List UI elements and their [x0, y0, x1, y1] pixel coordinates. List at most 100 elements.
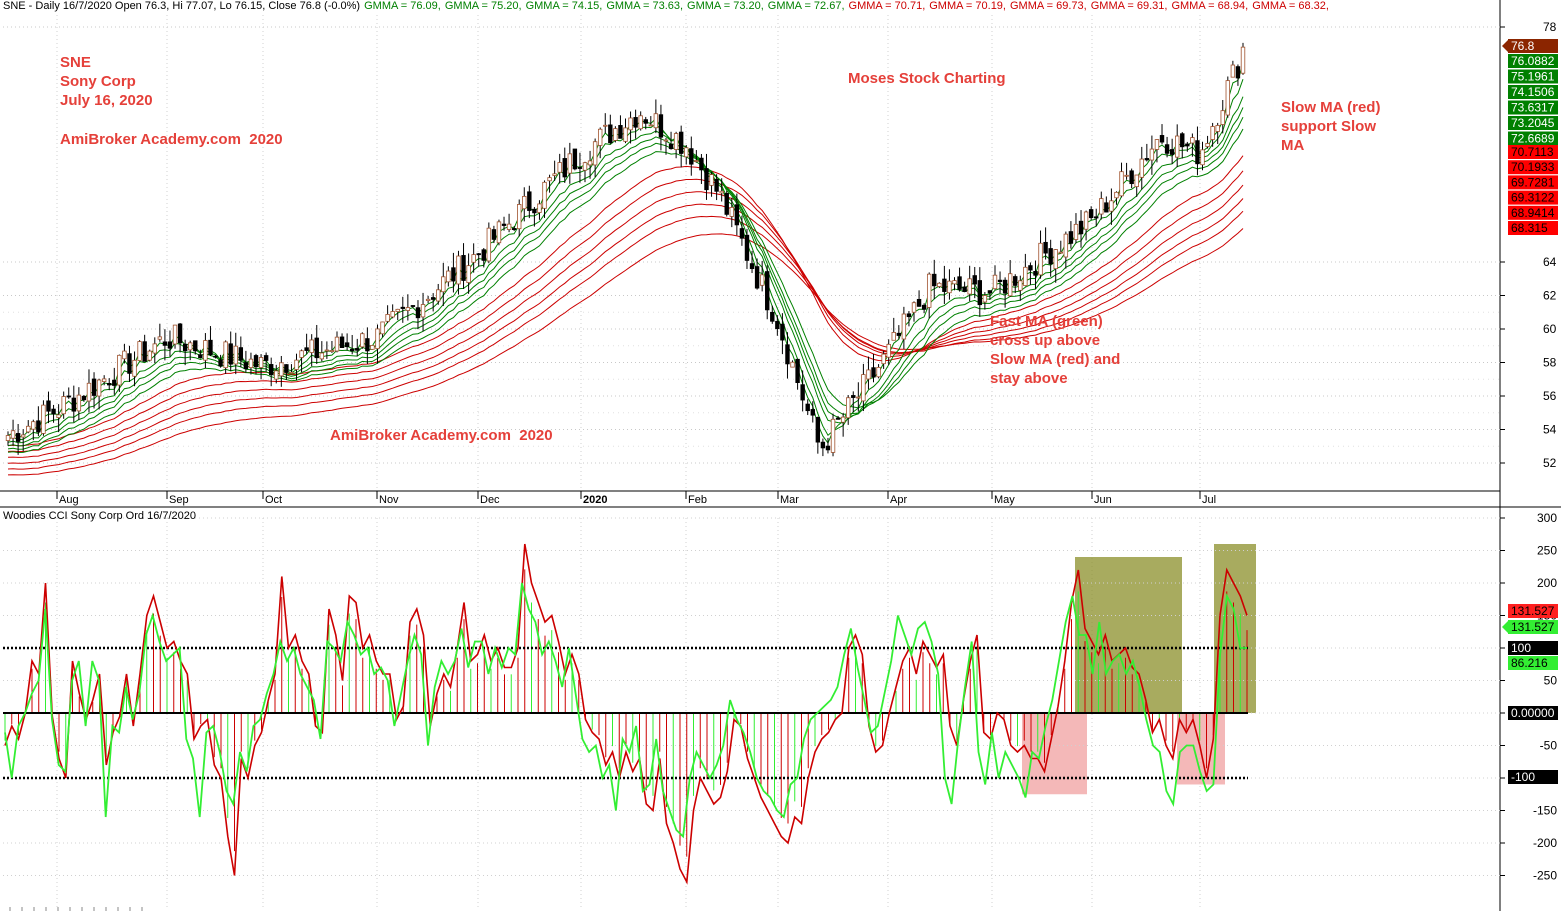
candle-body: [274, 370, 279, 380]
candle-body: [360, 333, 365, 348]
candle-body: [952, 280, 957, 285]
candle-body: [132, 359, 137, 377]
candle-body: [390, 311, 395, 318]
gmma-label-11: GMMA = 68.32,: [1252, 0, 1329, 12]
candle-body: [152, 343, 157, 354]
candle-body: [744, 234, 750, 261]
candle-body: [167, 341, 173, 349]
candle-body: [942, 278, 947, 292]
academy-mid: AmiBroker Academy.com 2020: [330, 427, 553, 444]
candle-body: [638, 115, 643, 130]
candle-body: [1048, 248, 1053, 265]
candle-body: [658, 114, 664, 138]
candle-body: [866, 369, 871, 380]
candle-body: [1063, 233, 1069, 258]
candle-body: [962, 286, 967, 293]
month-tick-label: Sep: [169, 494, 189, 506]
cci-green2-value: 86.216: [1511, 656, 1548, 670]
candle-body: [410, 305, 416, 307]
slow-ma-label-bg: [1508, 175, 1558, 190]
candle-body: [1190, 137, 1195, 144]
candle-body: [1094, 216, 1099, 219]
fast-ma-label: 73.6317: [1511, 101, 1555, 115]
candle-body: [71, 397, 76, 412]
candle-body: [10, 430, 16, 439]
candle-body: [972, 275, 977, 285]
candle-body: [597, 128, 603, 146]
candle-body: [96, 379, 102, 397]
month-tick-label: Jul: [1202, 494, 1216, 506]
candle-body: [1175, 135, 1180, 158]
candle-body: [248, 358, 254, 368]
candle-body: [461, 255, 466, 281]
candle-body: [263, 355, 269, 361]
candle-body: [987, 290, 993, 294]
slow-ma-label-bg: [1508, 160, 1558, 175]
candle-body: [830, 418, 836, 453]
candle-body: [765, 271, 770, 311]
slow-ma-label: 68.315: [1511, 221, 1548, 235]
candle-body: [1013, 276, 1018, 286]
candle-body: [122, 350, 127, 360]
candle-body: [835, 417, 841, 420]
gmma-slow-line: [7, 228, 1244, 476]
candle-body: [982, 295, 988, 303]
candle-body: [329, 350, 335, 352]
candle-body: [1099, 198, 1104, 215]
candle-body: [314, 337, 319, 359]
cci-green2-value-bg: [1508, 656, 1558, 670]
candle-body: [1200, 149, 1205, 166]
candle-body: [451, 267, 456, 282]
slow-ma-label-bg: [1508, 205, 1558, 220]
cci-red-value: 131.527: [1511, 604, 1555, 618]
gmma-slow-line: [7, 198, 1244, 464]
candle-body: [112, 379, 117, 386]
candle-body: [81, 395, 87, 401]
candle-body: [724, 192, 729, 215]
candle-body: [304, 347, 309, 351]
candle-body: [1164, 144, 1170, 154]
candle-body: [425, 298, 431, 301]
slow-ma-label: 69.3122: [1511, 191, 1555, 205]
candle-body: [365, 338, 370, 352]
candle-body: [1088, 209, 1094, 219]
candle-body: [344, 342, 350, 348]
candle-body: [537, 203, 542, 213]
candle-body: [208, 339, 213, 356]
candle-body: [790, 361, 795, 368]
candle-body: [101, 378, 107, 382]
candle-body: [430, 297, 436, 300]
candle-body: [552, 173, 557, 176]
candle-body: [1068, 231, 1074, 244]
candle-body: [223, 341, 228, 369]
title-block: SNE Sony Corp July 16, 2020: [60, 54, 153, 109]
gmma-fast-line: [7, 107, 1244, 447]
slow-ma-label: 70.1933: [1511, 160, 1555, 174]
candle-body: [785, 344, 790, 365]
academy-top: AmiBroker Academy.com 2020: [60, 131, 283, 148]
candle-body: [694, 160, 699, 162]
candle-body: [243, 362, 249, 370]
candle-body: [36, 420, 41, 433]
cci-red-value-bg: [1508, 604, 1558, 618]
candle-body: [770, 311, 775, 322]
candle-body: [699, 157, 704, 171]
month-tick-label: Dec: [480, 494, 500, 506]
candle-body: [977, 280, 983, 306]
candle-body: [997, 279, 1003, 282]
fast-ma-label-bg: [1508, 131, 1558, 146]
candle-body: [385, 314, 390, 322]
gmma-label-10: GMMA = 68.94,: [1171, 0, 1249, 12]
candle-body: [31, 421, 36, 430]
slow-ma-label: 69.7281: [1511, 175, 1555, 189]
candle-body: [26, 425, 31, 433]
candle-body: [420, 304, 426, 318]
last-price-arrow: [1502, 40, 1508, 52]
candle-body: [1240, 46, 1246, 74]
candle-body: [911, 302, 917, 313]
fast-ma-label: 75.1961: [1511, 70, 1555, 84]
candle-body: [1235, 66, 1241, 79]
candle-body: [1180, 133, 1185, 148]
